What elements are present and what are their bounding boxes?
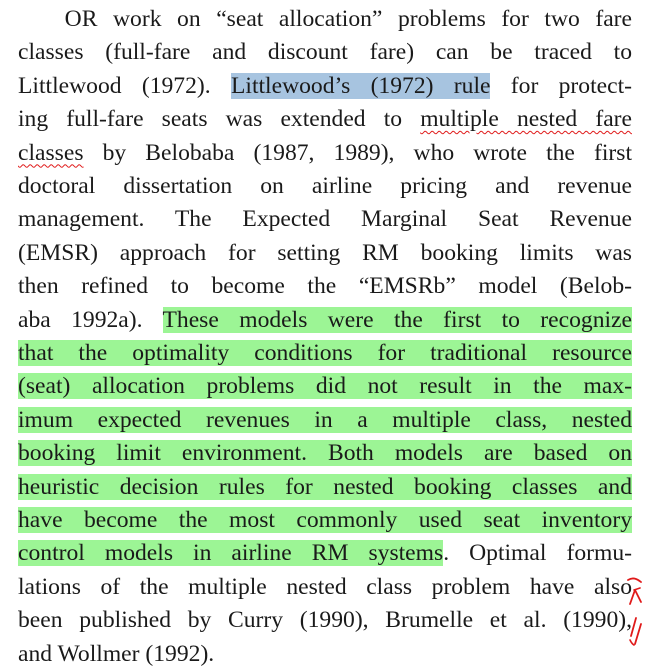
text-line: ing full-fare seats was extended to mult… [18, 103, 632, 136]
text-line: control models in airline RM systems. Op… [18, 537, 632, 570]
body-text: then refined to become the “EMSRb” model… [18, 273, 632, 300]
body-text: by Belobaba (1987, 1989), who wrote the … [83, 139, 632, 166]
text-line: have become the most commonly used seat … [18, 504, 632, 537]
blue-highlight-text: Littlewood’s (1972) rule [230, 72, 491, 99]
green-highlight-text: imum expected revenues in a multiple cla… [18, 406, 632, 433]
text-line: aba 1992a). These models were the first … [18, 304, 632, 337]
text-line: that the optimality conditions for tradi… [18, 337, 632, 370]
text-line: (EMSR) approach for setting RM booking l… [18, 237, 632, 270]
text-line: classes (full-fare and discount fare) ca… [18, 36, 632, 69]
text-line: classes by Belobaba (1987, 1989), who wr… [18, 137, 632, 170]
text-line: (seat) allocation problems did not resul… [18, 370, 632, 403]
text-line: heuristic decision rules for nested book… [18, 471, 632, 504]
body-text: (EMSR) approach for setting RM booking l… [18, 239, 632, 266]
text-line: and Wollmer (1992). [18, 638, 632, 671]
handwritten-slash-icon [629, 617, 642, 646]
body-text: ing full-fare seats was extended to [18, 106, 421, 133]
green-highlight-text: heuristic decision rules for nested book… [18, 473, 632, 500]
body-text: been published by Curry (1990), Brumelle… [18, 607, 632, 634]
green-highlight-text: (seat) allocation problems did not resul… [18, 373, 632, 400]
text-line: then refined to become the “EMSRb” model… [18, 270, 632, 303]
spellcheck-underlined-text: classes [18, 139, 84, 166]
text-line: lations of the multiple nested class pro… [18, 571, 632, 604]
body-text: . Optimal formu- [443, 540, 632, 567]
body-text: OR work on “seat allocation” problems fo… [18, 6, 632, 32]
text-line: booking limit environment. Both models a… [18, 437, 632, 470]
green-highlight-text: have become the most commonly used seat … [18, 507, 632, 533]
handwritten-caret-icon [627, 577, 642, 605]
body-text: for protect- [490, 72, 632, 99]
body-text: and Wollmer (1992). [18, 640, 215, 667]
text-line: management. The Expected Marginal Seat R… [18, 203, 632, 236]
text-line: doctoral dissertation on airline pricing… [18, 170, 632, 203]
text-line: Littlewood (1972). Littlewood’s (1972) r… [18, 70, 632, 103]
body-text: Littlewood (1972). [18, 72, 231, 99]
body-text: aba 1992a). [18, 306, 163, 333]
body-text: doctoral dissertation on airline pricing… [18, 173, 632, 199]
text-line: OR work on “seat allocation” problems fo… [18, 3, 632, 36]
text-line: imum expected revenues in a multiple cla… [18, 404, 632, 437]
body-text: lations of the multiple nested class pro… [18, 573, 632, 600]
green-highlight-text: These models were the first to recognize [162, 306, 632, 333]
green-highlight-text: control models in airline RM systems [18, 540, 444, 567]
green-highlight-text: booking limit environment. Both models a… [18, 440, 632, 467]
body-text: classes (full-fare and discount fare) ca… [18, 39, 632, 66]
green-highlight-text: that the optimality conditions for tradi… [18, 340, 632, 366]
spellcheck-underlined-text: multiple nested fare [420, 106, 632, 133]
text-line: been published by Curry (1990), Brumelle… [18, 604, 632, 637]
body-text: management. The Expected Marginal Seat R… [18, 206, 632, 233]
